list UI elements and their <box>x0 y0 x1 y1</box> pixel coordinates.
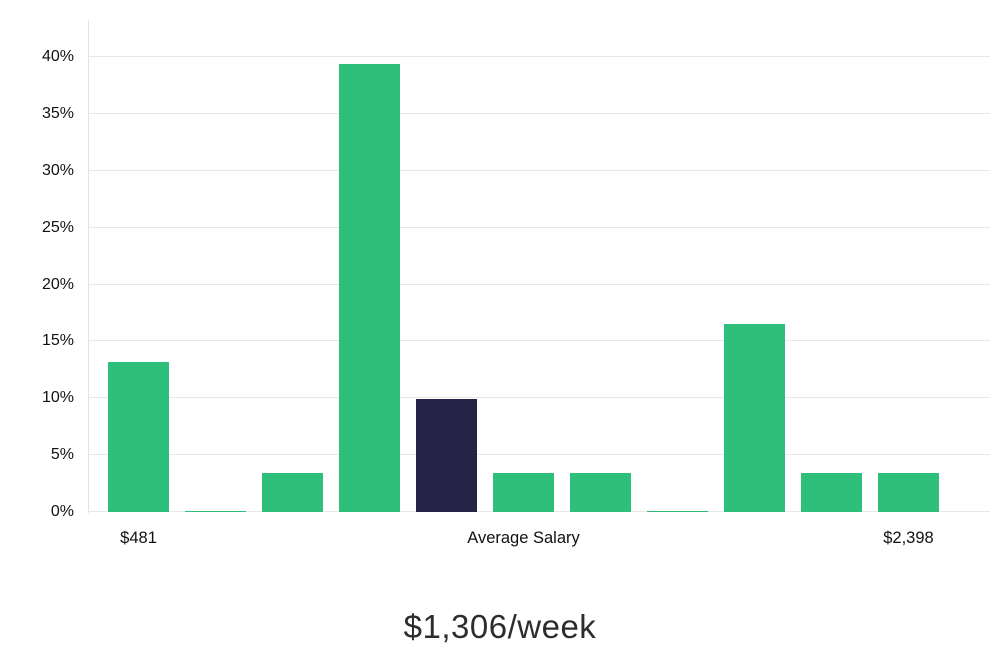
x-label-average-salary: Average Salary <box>467 529 580 547</box>
average-salary-bar[interactable] <box>415 399 478 512</box>
x-label-min-salary: $481 <box>120 529 157 547</box>
y-axis-tick-label: 30% <box>41 161 74 179</box>
gridline <box>88 169 990 171</box>
bar-slot <box>408 57 485 512</box>
bar-slot <box>562 57 639 512</box>
salary-distribution-bar[interactable] <box>107 361 170 512</box>
gridline <box>88 112 990 114</box>
gridline <box>88 454 990 456</box>
salary-distribution-bar[interactable] <box>338 63 401 512</box>
gridline <box>88 340 990 342</box>
bar-slot <box>177 57 254 512</box>
bar-slot <box>870 57 947 512</box>
gridline <box>88 56 990 57</box>
salary-distribution-bar[interactable] <box>492 473 555 512</box>
plot-area <box>88 56 990 512</box>
gridline <box>88 226 990 228</box>
x-label-max-salary: $2,398 <box>883 529 934 547</box>
salary-distribution-bar[interactable] <box>877 473 940 512</box>
bar-slot <box>716 57 793 512</box>
bar-slot <box>254 57 331 512</box>
bar-slot <box>485 57 562 512</box>
y-axis-tick-label: 35% <box>41 104 74 122</box>
y-axis-tick-label: 5% <box>50 446 74 464</box>
salary-distribution-bar[interactable] <box>261 473 324 512</box>
y-axis: 0% 5% 10% 15% 20% 25% 30% 35% 40% <box>0 48 80 520</box>
y-axis-tick-label: 15% <box>41 332 74 350</box>
y-axis-tick-label: 40% <box>41 48 74 65</box>
y-axis-tick-label: 25% <box>41 218 74 236</box>
salary-distribution-bar[interactable] <box>646 510 709 512</box>
gridline <box>88 283 990 285</box>
y-axis-line <box>88 20 89 513</box>
bar-slot <box>793 57 870 512</box>
salary-distribution-bar[interactable] <box>800 473 863 512</box>
y-axis-tick-label: 20% <box>41 275 74 293</box>
x-axis: $481 Average Salary $2,398 <box>100 529 947 553</box>
bar-slot <box>331 57 408 512</box>
y-axis-tick-label: 10% <box>41 389 74 407</box>
salary-distribution-bar[interactable] <box>184 510 247 512</box>
average-weekly-salary-title: $1,306/week <box>403 608 597 645</box>
salary-distribution-bar[interactable] <box>569 473 632 512</box>
bar-slot <box>100 57 177 512</box>
bar-slot <box>639 57 716 512</box>
salary-distribution-bar[interactable] <box>723 324 786 512</box>
gridline <box>88 397 990 399</box>
bars-overlay <box>100 57 947 512</box>
y-axis-tick-label: 0% <box>50 503 74 520</box>
